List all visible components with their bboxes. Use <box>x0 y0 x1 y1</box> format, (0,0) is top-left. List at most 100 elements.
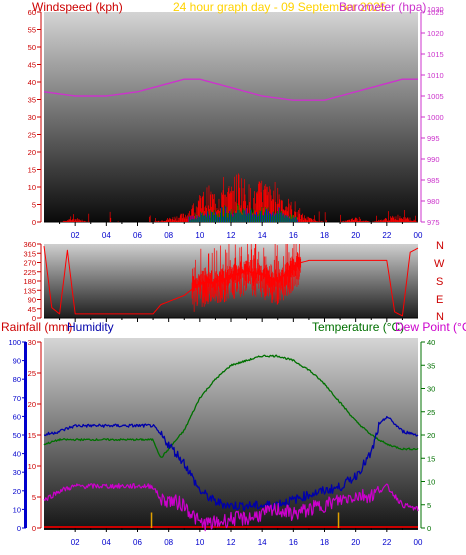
climate-panel-background <box>44 338 418 530</box>
windspeed-y-tick-label: 50 <box>28 43 36 52</box>
windspeed-y-tick-label: 0 <box>32 218 36 227</box>
wind-panel-series <box>43 78 418 222</box>
climate-panel-x-tick-label: 10 <box>195 538 204 547</box>
humidity-y-tick-label: 20 <box>13 487 21 496</box>
direction-y-tick-label: 135 <box>23 286 36 295</box>
climate-panel-x-tick-label: 08 <box>164 538 173 547</box>
direction-panel-series <box>43 244 419 317</box>
compass-label-s: S <box>436 276 443 288</box>
humidity-y-tick-label: 60 <box>13 412 21 421</box>
humidity-y-tick-label: 70 <box>13 394 21 403</box>
windspeed-y-tick-label: 60 <box>28 8 36 17</box>
temperature-y-tick-label: 25 <box>427 408 435 417</box>
wind-panel-x-tick-label: 18 <box>320 231 329 240</box>
wind-panel-x-tick-label: 06 <box>133 231 142 240</box>
climate-panel-x-tick-label: 14 <box>258 538 267 547</box>
humidity-line <box>43 415 419 511</box>
climate-panel-x-tick-label: 06 <box>133 538 142 547</box>
climate-panel-axes: 0102030405060708090100051015202530051015… <box>8 338 435 547</box>
windspeed-y-tick-label: 40 <box>28 78 36 87</box>
barometer-line <box>43 78 418 101</box>
barometer-y-tick-label: 985 <box>427 176 440 185</box>
direction-y-tick-label: 0 <box>32 314 36 323</box>
direction-y-tick-label: 315 <box>23 249 36 258</box>
date-title: 24 hour graph day - 09 September 2025 <box>173 0 387 14</box>
direction-y-tick-label: 360 <box>23 240 36 249</box>
humidity-y-tick-label: 100 <box>8 338 21 347</box>
direction-y-tick-label: 45 <box>28 305 36 314</box>
windspeed-y-tick-label: 35 <box>28 96 36 105</box>
wind-panel-x-tick-label: 20 <box>351 231 360 240</box>
rainfall-y-tick-label: 10 <box>28 462 36 471</box>
humidity-y-tick-label: 90 <box>13 357 21 366</box>
barometer-y-tick-label: 995 <box>427 134 440 143</box>
humidity-axis-bar <box>24 342 27 528</box>
dewpoint-line <box>43 483 419 532</box>
barometer-y-tick-label: 1015 <box>427 50 444 59</box>
compass-label-e: E <box>436 294 443 306</box>
barometer-y-tick-label: 990 <box>427 155 440 164</box>
compass-label-n-top: N <box>436 240 444 252</box>
compass-label-w: W <box>434 258 445 270</box>
humidity-y-tick-label: 30 <box>13 468 21 477</box>
windspeed-y-tick-label: 25 <box>28 131 36 140</box>
rainfall-y-tick-label: 30 <box>28 338 36 347</box>
temperature-y-tick-label: 30 <box>427 385 435 394</box>
windspeed-title: Windspeed (kph) <box>32 0 123 14</box>
barometer-title: Barometer (hpa) <box>339 0 426 14</box>
climate-panel-x-tick-label: 00 <box>414 538 423 547</box>
temperature-y-tick-label: 10 <box>427 478 435 487</box>
windspeed-y-tick-label: 45 <box>28 61 36 70</box>
wind-panel-x-tick-label: 00 <box>414 231 423 240</box>
humidity-y-tick-label: 50 <box>13 431 21 440</box>
humidity-y-tick-label: 10 <box>13 505 21 514</box>
humidity-y-tick-label: 0 <box>17 524 21 533</box>
wind-panel-x-tick-label: 08 <box>164 231 173 240</box>
temperature-line <box>43 354 419 458</box>
windspeed-y-tick-label: 55 <box>28 26 36 35</box>
barometer-y-tick-label: 1000 <box>427 113 444 122</box>
climate-panel-x-tick-label: 02 <box>71 538 80 547</box>
climate-panel-x-tick-label: 20 <box>351 538 360 547</box>
barometer-y-top-label: 1030 <box>427 5 444 14</box>
climate-panel-x-tick-label: 04 <box>102 538 111 547</box>
windspeed-y-tick-label: 30 <box>28 113 36 122</box>
compass-labels: N W S E N <box>434 240 445 323</box>
wind-panel-x-tick-label: 14 <box>258 231 267 240</box>
rainfall-y-tick-label: 25 <box>28 369 36 378</box>
wind-panel-x-tick-label: 22 <box>382 231 391 240</box>
windspeed-y-tick-label: 15 <box>28 166 36 175</box>
windspeed-y-tick-label: 10 <box>28 183 36 192</box>
wind-panel-x-tick-label: 02 <box>71 231 80 240</box>
climate-panel-x-tick-label: 12 <box>227 538 236 547</box>
temperature-y-tick-label: 5 <box>427 501 431 510</box>
barometer-y-tick-label: 1005 <box>427 92 444 101</box>
direction-y-tick-label: 90 <box>28 296 36 305</box>
compass-label-n-bottom: N <box>436 311 444 323</box>
temperature-title: Temperature (°C) <box>312 320 404 334</box>
humidity-y-tick-label: 40 <box>13 450 21 459</box>
climate-panel-x-tick-label: 16 <box>289 538 298 547</box>
barometer-y-tick-label: 1025 <box>427 8 444 17</box>
barometer-y-tick-label: 1020 <box>427 29 444 38</box>
direction-y-tick-label: 270 <box>23 259 36 268</box>
wind-panel-x-tick-label: 12 <box>227 231 236 240</box>
wind-panel-x-tick-label: 10 <box>195 231 204 240</box>
humidity-title: Humidity <box>67 320 114 334</box>
wind-panel-x-tick-label: 16 <box>289 231 298 240</box>
temperature-y-tick-label: 15 <box>427 454 435 463</box>
climate-panel-x-tick-label: 18 <box>320 538 329 547</box>
rainfall-y-tick-label: 5 <box>32 493 36 502</box>
rainfall-y-tick-label: 15 <box>28 431 36 440</box>
windspeed-y-tick-label: 20 <box>28 148 36 157</box>
direction-y-tick-label: 180 <box>23 277 36 286</box>
humidity-y-tick-label: 80 <box>13 375 21 384</box>
wind-panel-background <box>44 12 418 222</box>
temperature-y-tick-label: 0 <box>427 524 431 533</box>
temperature-y-tick-label: 35 <box>427 361 435 370</box>
rainfall-y-tick-label: 0 <box>32 524 36 533</box>
temperature-y-tick-label: 20 <box>427 431 435 440</box>
dewpoint-title: Dew Point (°C) <box>395 320 466 334</box>
